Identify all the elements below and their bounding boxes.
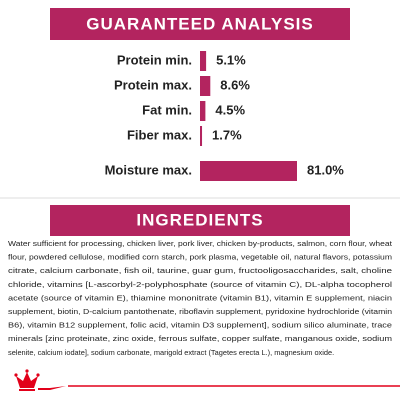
ingredients-line: acetate (source of vitamin E), thiamine …	[8, 293, 392, 302]
ingredients-text: Water sufficient for processing, chicken…	[8, 239, 392, 357]
category-label: Fiber max.	[127, 127, 192, 142]
bar	[200, 101, 206, 121]
value-label: 5.1%	[216, 52, 246, 67]
ingredients-title: INGREDIENTS	[136, 210, 263, 229]
category-label: Moisture max.	[105, 162, 192, 177]
ingredients-line: citrate, calcium carbonate, fish oil, ta…	[8, 266, 392, 275]
category-label: Protein max.	[114, 77, 192, 92]
ingredients-line: B6), vitamin B12 supplement, folic acid,…	[8, 321, 392, 330]
bar	[200, 161, 297, 181]
bar	[200, 126, 203, 146]
value-label: 81.0%	[307, 162, 344, 177]
ingredients-line: minerals [zinc proteinate, zinc oxide, f…	[8, 334, 392, 343]
value-label: 1.7%	[212, 127, 242, 142]
value-label: 4.5%	[215, 102, 245, 117]
bar	[200, 51, 207, 71]
category-label: Protein min.	[117, 52, 192, 67]
ingredients-line: Water sufficient for processing, chicken…	[8, 239, 392, 248]
analysis-title: GUARANTEED ANALYSIS	[86, 14, 313, 33]
category-label: Fat min.	[142, 102, 192, 117]
value-label: 8.6%	[220, 77, 250, 92]
ingredients-banner	[50, 205, 350, 236]
ingredients-line: chloride, vitamins [L-ascorbyl-2-polypho…	[8, 280, 392, 289]
ingredients-line: flour, powdered cellulose, modified corn…	[8, 253, 392, 262]
analysis-banner	[50, 8, 350, 40]
ingredients-line: supplement, biotin, D-calcium pantothena…	[8, 307, 392, 316]
bar	[200, 76, 211, 96]
ingredients-line: selenite, calcium iodate], sodium carbon…	[8, 348, 334, 357]
logo	[14, 369, 66, 391]
